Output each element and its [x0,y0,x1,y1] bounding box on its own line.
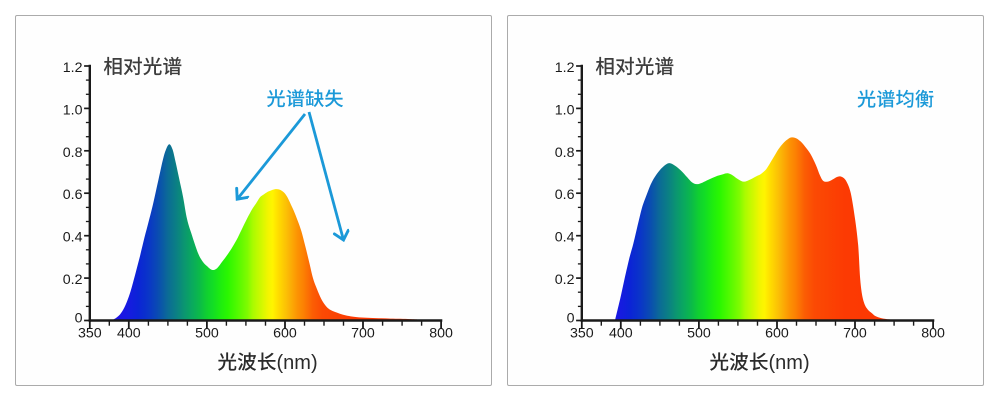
svg-text:1.0: 1.0 [63,102,83,118]
svg-text:0.6: 0.6 [555,187,575,203]
svg-text:0.2: 0.2 [555,272,575,288]
svg-text:0.2: 0.2 [63,272,83,288]
svg-text:400: 400 [609,325,633,341]
svg-text:1.0: 1.0 [555,102,575,118]
svg-text:600: 600 [765,325,789,341]
svg-text:0: 0 [75,310,83,326]
svg-text:0.8: 0.8 [63,145,83,161]
svg-text:0: 0 [567,310,575,326]
svg-text:350: 350 [78,325,102,341]
svg-text:1.2: 1.2 [63,60,83,76]
svg-text:(nm): (nm) [769,352,810,374]
svg-text:0.4: 0.4 [555,230,575,246]
svg-text:500: 500 [195,325,219,341]
svg-text:1.2: 1.2 [555,60,575,76]
svg-text:600: 600 [273,325,297,341]
svg-text:800: 800 [921,325,945,341]
svg-text:350: 350 [570,325,594,341]
svg-text:400: 400 [117,325,141,341]
svg-text:0.6: 0.6 [63,187,83,203]
svg-text:700: 700 [351,325,375,341]
svg-text:700: 700 [843,325,867,341]
svg-text:(nm): (nm) [277,352,318,374]
svg-text:500: 500 [687,325,711,341]
svg-text:800: 800 [429,325,453,341]
svg-text:0.8: 0.8 [555,145,575,161]
svg-text:0.4: 0.4 [63,230,83,246]
